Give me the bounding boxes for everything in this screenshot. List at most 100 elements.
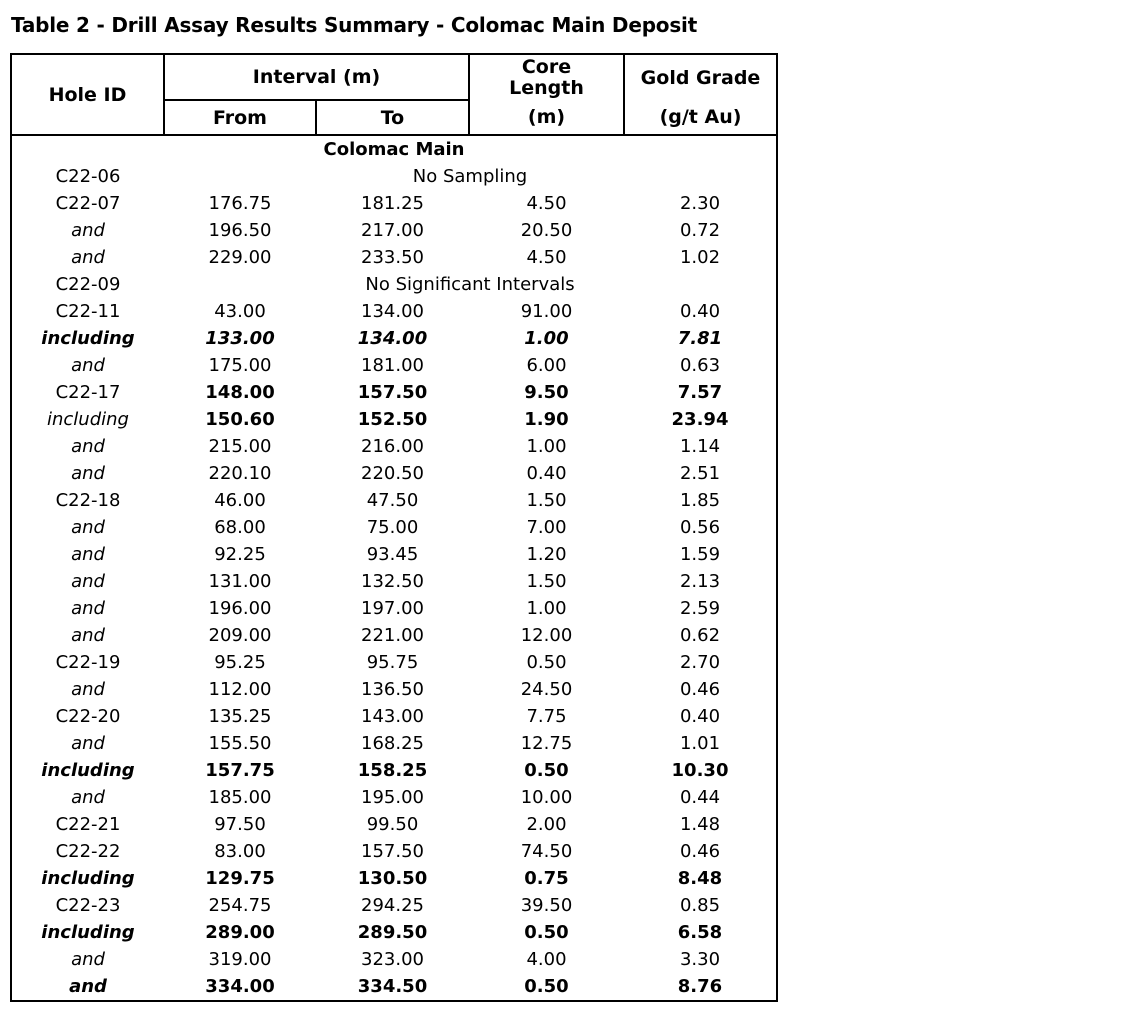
gold-grade-cell: 2.30 <box>679 193 721 214</box>
from-cell: 196.00 <box>208 598 272 619</box>
hole-id-cell: and <box>71 247 105 268</box>
header-from: From <box>163 99 317 136</box>
core-length-cell: 7.00 <box>526 517 567 538</box>
core-length-cell: 4.50 <box>526 193 567 214</box>
gold-grade-cell: 2.59 <box>679 598 721 619</box>
hole-id-cell: C22-18 <box>55 490 121 511</box>
core-length-cell: 1.50 <box>526 490 567 511</box>
from-cell: 133.00 <box>205 328 275 349</box>
core-length-cell: 1.20 <box>526 544 567 565</box>
section-row: Colomac Main <box>11 135 777 163</box>
core-length-cell: 1.90 <box>524 409 569 430</box>
assay-row: and 112.00 136.50 24.50 0.46 <box>11 676 777 703</box>
gold-grade-cell: 8.48 <box>677 868 723 889</box>
gold-grade-cell: 1.59 <box>679 544 721 565</box>
gold-grade-cell: 7.57 <box>677 382 723 403</box>
hole-id-cell: and <box>71 733 105 754</box>
assay-row: C22-23 254.75 294.25 39.50 0.85 <box>11 892 777 919</box>
assay-row: and 196.00 197.00 1.00 2.59 <box>11 595 777 622</box>
from-cell: 135.25 <box>208 706 272 727</box>
gold-grade-cell: 2.70 <box>679 652 721 673</box>
from-cell: 43.00 <box>214 301 266 322</box>
gold-grade-cell: 0.44 <box>679 787 721 808</box>
to-cell: 134.00 <box>357 328 428 349</box>
core-length-cell: 1.00 <box>526 436 567 457</box>
hole-id-cell: C22-20 <box>55 706 121 727</box>
from-cell: 97.50 <box>214 814 266 835</box>
header-hole-id-label: Hole ID <box>48 83 127 106</box>
to-cell: 47.50 <box>366 490 419 511</box>
from-cell: 46.00 <box>214 490 266 511</box>
core-length-cell: 0.40 <box>526 463 567 484</box>
assay-row: C22-22 83.00 157.50 74.50 0.46 <box>11 838 777 865</box>
from-cell: 95.25 <box>214 652 266 673</box>
core-length-cell: 0.75 <box>524 868 569 889</box>
header-gold-grade-unit: (g/t Au) <box>659 105 742 128</box>
core-length-cell: 1.50 <box>526 571 567 592</box>
core-length-cell: 4.50 <box>526 247 567 268</box>
core-length-cell: 74.50 <box>520 841 573 862</box>
to-cell: 197.00 <box>361 598 424 619</box>
note-row: C22-06 No Sampling <box>11 163 777 190</box>
to-cell: 181.25 <box>361 193 424 214</box>
gold-grade-cell: 0.85 <box>679 895 721 916</box>
assay-row: and 155.50 168.25 12.75 1.01 <box>11 730 777 757</box>
gold-grade-cell: 8.76 <box>677 976 723 997</box>
core-length-cell: 0.50 <box>524 976 569 997</box>
assay-row: C22-21 97.50 99.50 2.00 1.48 <box>11 811 777 838</box>
gold-grade-cell: 0.46 <box>679 841 721 862</box>
core-length-cell: 0.50 <box>526 652 567 673</box>
assay-row: C22-20 135.25 143.00 7.75 0.40 <box>11 703 777 730</box>
to-cell: 195.00 <box>361 787 424 808</box>
header-core-length-unit: (m) <box>527 105 566 128</box>
to-cell: 152.50 <box>357 409 428 430</box>
note-cell: No Sampling <box>412 166 528 187</box>
assay-row: C22-17 148.00 157.50 9.50 7.57 <box>11 379 777 406</box>
core-length-cell: 2.00 <box>526 814 567 835</box>
from-cell: 229.00 <box>208 247 272 268</box>
hole-id-cell: and <box>71 517 105 538</box>
to-cell: 221.00 <box>361 625 424 646</box>
gold-grade-cell: 0.40 <box>679 301 721 322</box>
from-cell: 175.00 <box>208 355 272 376</box>
table-body: Colomac Main C22-06 No Sampling C22-07 176.… <box>11 135 777 1001</box>
to-cell: 95.75 <box>366 652 419 673</box>
from-cell: 112.00 <box>208 679 272 700</box>
assay-row: and 220.10 220.50 0.40 2.51 <box>11 460 777 487</box>
document-page: Table 2 - Drill Assay Results Summary - … <box>10 13 778 1002</box>
to-cell: 216.00 <box>361 436 424 457</box>
assay-row: and 209.00 221.00 12.00 0.62 <box>11 622 777 649</box>
assay-row: including 133.00 134.00 1.00 7.81 <box>11 325 777 352</box>
table-header: Hole ID Interval (m) Core Length (m) Gol… <box>10 53 778 136</box>
from-cell: 176.75 <box>208 193 272 214</box>
assay-row: and 175.00 181.00 6.00 0.63 <box>11 352 777 379</box>
gold-grade-cell: 3.30 <box>679 949 721 970</box>
hole-id-cell: and <box>71 544 105 565</box>
hole-id-cell: C22-19 <box>55 652 121 673</box>
to-cell: 132.50 <box>361 571 424 592</box>
from-cell: 92.25 <box>214 544 266 565</box>
assay-row: and 68.00 75.00 7.00 0.56 <box>11 514 777 541</box>
gold-grade-cell: 7.81 <box>677 328 723 349</box>
assay-row: including 150.60 152.50 1.90 23.94 <box>11 406 777 433</box>
header-core-length-label: Core Length <box>509 56 584 99</box>
hole-id-cell: including <box>41 328 135 349</box>
hole-id-cell: C22-17 <box>55 382 121 403</box>
core-length-cell: 0.50 <box>524 760 569 781</box>
assay-row: including 289.00 289.50 0.50 6.58 <box>11 919 777 946</box>
to-cell: 289.50 <box>357 922 428 943</box>
to-cell: 99.50 <box>366 814 419 835</box>
hole-id-cell: C22-23 <box>55 895 121 916</box>
to-cell: 75.00 <box>366 517 419 538</box>
to-cell: 134.00 <box>361 301 424 322</box>
from-cell: 289.00 <box>205 922 275 943</box>
hole-id-cell: including <box>41 760 135 781</box>
gold-grade-cell: 6.58 <box>677 922 723 943</box>
to-cell: 334.50 <box>357 976 428 997</box>
core-length-cell: 10.00 <box>520 787 573 808</box>
note-row: C22-09 No Significant Intervals <box>11 271 777 298</box>
assay-row: and 215.00 216.00 1.00 1.14 <box>11 433 777 460</box>
assay-row: and 229.00 233.50 4.50 1.02 <box>11 244 777 271</box>
from-cell: 131.00 <box>208 571 272 592</box>
hole-id-cell: and <box>71 571 105 592</box>
